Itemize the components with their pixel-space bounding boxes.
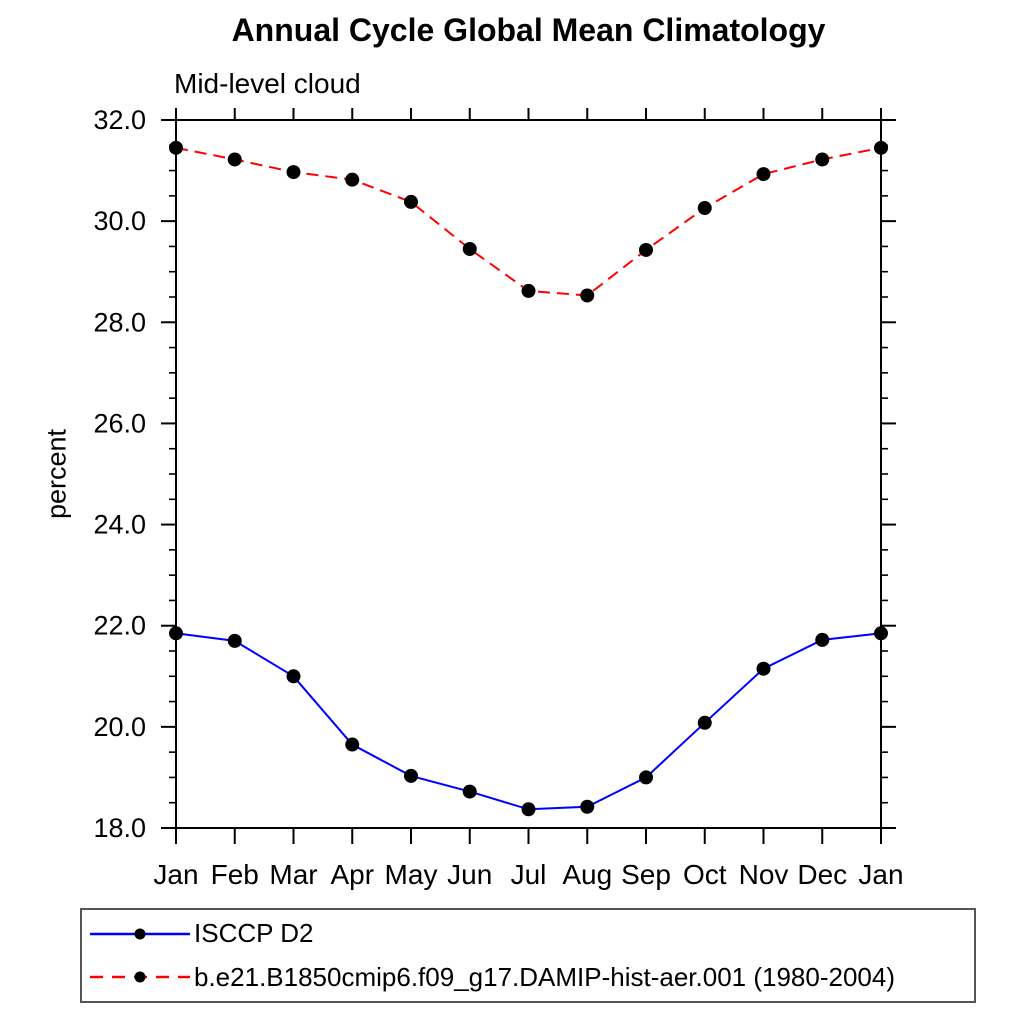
svg-text:28.0: 28.0	[93, 307, 146, 337]
svg-text:24.0: 24.0	[93, 510, 146, 540]
legend-item-model: b.e21.B1850cmip6.f09_g17.DAMIP-hist-aer.…	[88, 956, 974, 1000]
svg-text:May: May	[385, 859, 438, 890]
series-isccp	[169, 626, 888, 817]
svg-text:Oct: Oct	[683, 859, 727, 890]
svg-text:32.0: 32.0	[93, 105, 146, 135]
chart-subtitle: Mid-level cloud	[174, 68, 361, 99]
legend-item-isccp: ISCCP D2	[88, 912, 974, 956]
svg-text:Mar: Mar	[269, 859, 317, 890]
legend-label-isccp: ISCCP D2	[194, 918, 314, 949]
plot-frame	[175, 119, 882, 829]
legend-box: ISCCP D2 b.e21.B1850cmip6.f09_g17.DAMIP-…	[80, 908, 976, 1003]
svg-text:Jul: Jul	[511, 859, 547, 890]
svg-text:Jan: Jan	[153, 859, 198, 890]
chart-title: Annual Cycle Global Mean Climatology	[231, 12, 826, 48]
svg-text:Feb: Feb	[211, 859, 259, 890]
svg-text:Jun: Jun	[447, 859, 492, 890]
svg-text:26.0: 26.0	[93, 408, 146, 438]
svg-text:Aug: Aug	[562, 859, 612, 890]
svg-text:Dec: Dec	[797, 859, 847, 890]
y-ticks	[161, 119, 896, 829]
svg-text:Nov: Nov	[739, 859, 789, 890]
legend-sample-solid-line	[90, 928, 190, 940]
legend-label-model: b.e21.B1850cmip6.f09_g17.DAMIP-hist-aer.…	[194, 961, 895, 992]
svg-text:Jan: Jan	[858, 859, 903, 890]
legend-marker-dot	[134, 971, 146, 983]
legend-sample-dashed-line	[90, 971, 190, 983]
x-ticks	[175, 108, 882, 844]
legend-marker-dot	[134, 928, 146, 940]
svg-text:30.0: 30.0	[93, 206, 146, 236]
x-tick-labels: Jan Feb Mar Apr May Jun Jul Aug Sep Oct Nov Dec Jan	[153, 859, 903, 890]
svg-text:20.0: 20.0	[93, 712, 146, 742]
y-tick-labels: 18.0 20.0 22.0 24.0 26.0 28.0 30.0 32.0	[93, 105, 146, 843]
svg-text:22.0: 22.0	[93, 611, 146, 641]
svg-text:18.0: 18.0	[93, 813, 146, 843]
svg-text:Apr: Apr	[330, 859, 374, 890]
svg-text:Sep: Sep	[621, 859, 671, 890]
series-model	[169, 140, 888, 303]
